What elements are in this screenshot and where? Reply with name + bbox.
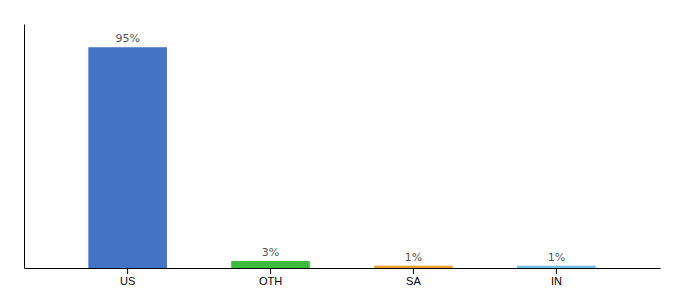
x-tick: US (120, 268, 135, 287)
x-tick-label: IN (551, 275, 562, 287)
x-tick: IN (551, 268, 562, 287)
bars (88, 47, 595, 268)
bar (374, 266, 453, 268)
x-tick-label: US (120, 275, 135, 287)
x-tick-mark (270, 268, 271, 274)
x-tick-mark (413, 268, 414, 274)
x-tick-label: OTH (259, 275, 282, 287)
chart: US OTH SA IN 95% 3% 1% 1% (0, 0, 680, 300)
bar (88, 47, 167, 268)
bar (517, 266, 596, 268)
data-label: 1% (548, 251, 565, 264)
y-axis (24, 25, 25, 269)
y-axis-line (24, 25, 25, 269)
bar (231, 261, 310, 268)
data-label: 1% (405, 251, 422, 264)
data-label: 95% (115, 32, 139, 45)
data-label: 3% (262, 246, 279, 259)
x-tick-label: SA (406, 275, 421, 287)
data-labels: 95% 3% 1% 1% (115, 32, 565, 263)
plot: US OTH SA IN 95% 3% 1% 1% (25, 25, 661, 287)
x-tick-mark (127, 268, 128, 274)
x-tick-mark (556, 268, 557, 274)
x-tick: SA (406, 268, 421, 287)
x-tick: OTH (259, 268, 282, 287)
x-axis: US OTH SA IN (25, 268, 661, 287)
x-axis-line (25, 268, 661, 269)
